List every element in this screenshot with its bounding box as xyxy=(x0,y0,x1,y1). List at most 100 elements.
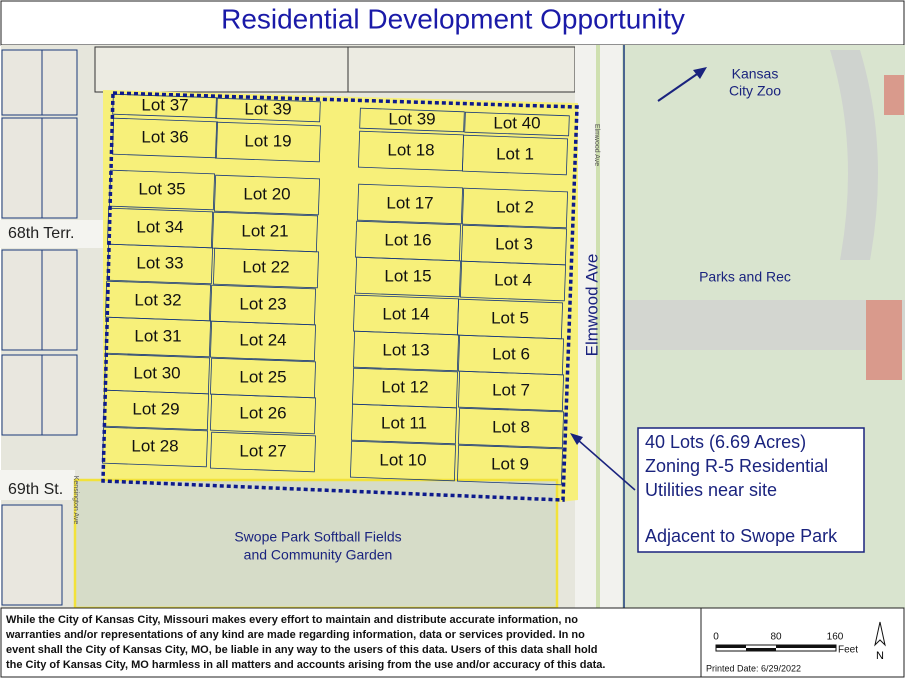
lot-labels: Lot 37 Lot 39 Lot 36 Lot 19 Lot 35 Lot 20 Lot … xyxy=(131,95,540,473)
road xyxy=(0,470,75,500)
lot-cell xyxy=(461,187,569,229)
lot-label: Lot 34 xyxy=(136,217,183,236)
lot-cell xyxy=(102,389,210,431)
lot-label: Lot 1 xyxy=(496,144,534,163)
lot-cell xyxy=(456,444,564,486)
lot-cell xyxy=(457,370,565,412)
neighborhood xyxy=(1,49,78,606)
lot-cell xyxy=(457,407,565,449)
road xyxy=(0,220,103,248)
lot-label: Lot 19 xyxy=(244,131,291,150)
lot-label: Lot 3 xyxy=(495,234,533,253)
lot-cell xyxy=(209,393,317,435)
lot-label: Lot 37 xyxy=(141,95,188,114)
place-label: Kansas xyxy=(732,66,779,82)
north-arrow xyxy=(874,621,886,647)
lot-label: Lot 14 xyxy=(382,304,429,323)
lot-label: Lot 27 xyxy=(239,441,286,460)
lot-label: Lot 40 xyxy=(493,113,540,132)
softball-fields xyxy=(73,478,559,610)
scale-label: 0 xyxy=(713,632,719,643)
street-label: Elmwood Ave xyxy=(582,254,601,357)
lot-label: Lot 16 xyxy=(384,230,431,249)
lot-cell xyxy=(214,121,322,163)
printed-date: Printed Date: 6/29/2022 xyxy=(706,663,801,673)
street-label: 68th Terr. xyxy=(8,225,74,242)
scale-bar xyxy=(715,644,837,652)
lot-cell xyxy=(461,134,569,176)
lot-cell xyxy=(215,97,321,123)
lot-label: Lot 30 xyxy=(133,363,180,382)
lot-label: Lot 23 xyxy=(239,294,286,313)
scale-label: 80 xyxy=(770,632,782,643)
info-line: Adjacent to Swope Park xyxy=(645,526,838,546)
boundary xyxy=(101,91,579,502)
building xyxy=(866,300,902,380)
lot-label: Lot 13 xyxy=(382,340,429,359)
disclaimer-line: the City of Kansas City, MO harmless in … xyxy=(6,659,605,671)
place-label: Swope Park Softball Fields xyxy=(234,529,401,545)
parcel xyxy=(94,46,576,93)
lot-label: Lot 6 xyxy=(492,344,530,363)
lot-label: Lot 9 xyxy=(491,454,529,473)
lot-cell xyxy=(209,320,317,362)
development-area xyxy=(103,90,578,502)
lot-cell xyxy=(212,247,320,289)
place-label: Parks and Rec xyxy=(699,269,791,285)
arrow-head xyxy=(693,67,707,79)
lot-label: Lot 28 xyxy=(131,436,178,455)
lot-label: Lot 11 xyxy=(381,413,427,432)
lot-label: Lot 39 xyxy=(388,109,435,128)
lot-cell xyxy=(356,183,464,225)
lot-label: Lot 33 xyxy=(136,253,183,272)
lot-label: Lot 24 xyxy=(239,330,286,349)
lot-cell xyxy=(349,440,457,482)
arrow xyxy=(577,439,636,491)
north-label: N xyxy=(876,650,884,662)
arrow xyxy=(657,71,701,102)
street-label: Kensington Ave xyxy=(72,476,79,525)
lot-label: Lot 15 xyxy=(384,266,431,285)
info-line: Zoning R-5 Residential xyxy=(645,456,828,476)
park-road xyxy=(830,50,878,260)
info-line: Utilities near site xyxy=(645,480,777,500)
scale-box xyxy=(700,607,905,678)
lot-label: Lot 29 xyxy=(132,399,179,418)
scale-unit: Feet xyxy=(838,645,858,656)
disclaimer-line: warranties and/or representations of any… xyxy=(5,629,585,641)
lot-label: Lot 10 xyxy=(379,450,426,469)
lot-label: Lot 25 xyxy=(239,367,286,386)
lot-label: Lot 4 xyxy=(494,270,532,289)
disclaimer-line: While the City of Kansas City, Missouri … xyxy=(6,614,578,626)
park-road xyxy=(622,300,905,350)
lot-cell xyxy=(213,174,321,216)
lot-label: Lot 21 xyxy=(241,221,288,240)
lot-label: Lot 17 xyxy=(386,193,433,212)
lot-cell xyxy=(354,256,462,298)
lot-label: Lot 31 xyxy=(134,326,181,345)
lot-label: Lot 36 xyxy=(141,127,188,146)
place-label: and Community Garden xyxy=(244,547,393,563)
lot-label: Lot 7 xyxy=(492,380,530,399)
disclaimer-line: event shall the City of Kansas City, MO,… xyxy=(6,644,598,656)
scale-label: 160 xyxy=(827,632,844,643)
lot-label: Lot 26 xyxy=(239,403,286,422)
lot-label: Lot 22 xyxy=(242,257,289,276)
lot-label: Lot 8 xyxy=(492,417,530,436)
arrow-head xyxy=(570,433,583,445)
lot-label: Lot 12 xyxy=(381,377,428,396)
title: Residential Development Opportunity xyxy=(221,3,685,34)
place-label: City Zoo xyxy=(729,83,781,99)
building xyxy=(884,75,904,115)
title-bar xyxy=(0,0,905,46)
lot-cell xyxy=(459,260,567,302)
lot-label: Lot 2 xyxy=(496,197,534,216)
street-label: Elmwood Ave xyxy=(593,124,600,166)
disclaimer-box xyxy=(0,607,702,678)
lot-cell xyxy=(464,111,570,137)
lot-label: Lot 20 xyxy=(243,184,290,203)
lot-label: Lot 35 xyxy=(138,179,185,198)
lot-cell xyxy=(350,403,458,445)
lot-cell xyxy=(209,431,317,473)
